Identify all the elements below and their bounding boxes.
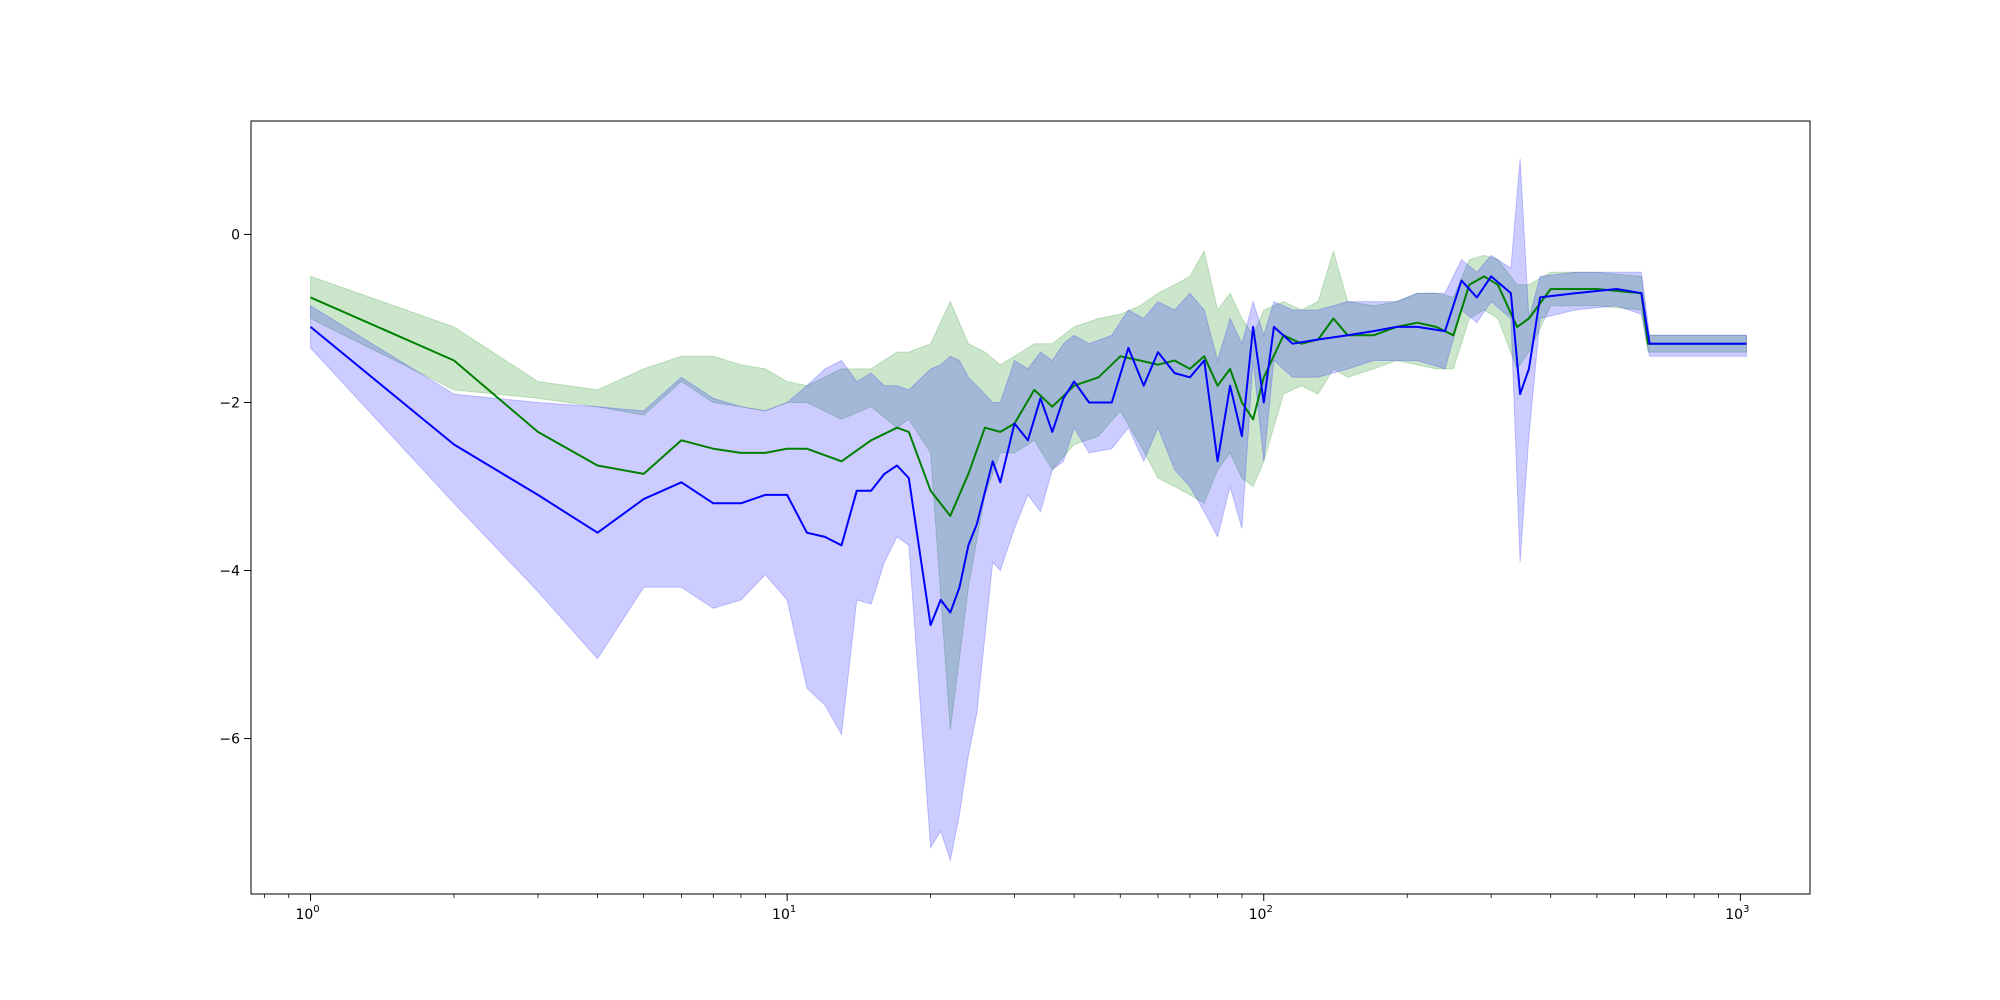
y-tick-label: 0 <box>231 227 240 243</box>
x-tick-label: 101 <box>772 904 796 923</box>
series-lines <box>309 275 1747 627</box>
y-axis: 0 −2 −4 −6 <box>219 227 251 748</box>
confidence-bands <box>310 158 1747 863</box>
y-tick-label: −4 <box>219 564 240 580</box>
y-tick-label: −6 <box>219 732 240 748</box>
x-tick-label: 103 <box>1725 904 1749 923</box>
x-tick-label: 100 <box>295 904 319 923</box>
series-0-line <box>310 275 1747 517</box>
y-tick-label: −2 <box>219 395 240 411</box>
plot-frame <box>250 120 1811 895</box>
x-axis: 100 101 102 103 <box>263 894 1749 923</box>
series-1-line <box>309 275 1747 627</box>
x-tick-label: 102 <box>1249 904 1273 923</box>
series-1-band <box>310 158 1747 863</box>
